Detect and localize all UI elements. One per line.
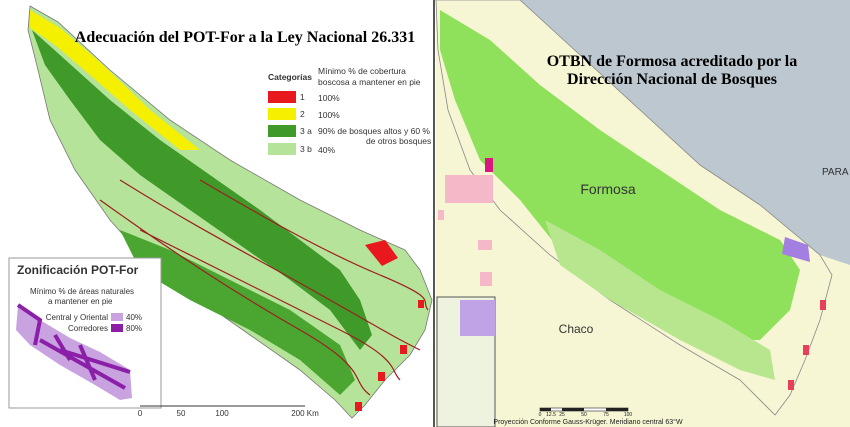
pink-patch bbox=[445, 175, 493, 203]
red-patch bbox=[803, 345, 809, 355]
legend-label: 1 bbox=[300, 92, 305, 102]
inset-text: 80% bbox=[126, 324, 142, 333]
yellow-strip bbox=[30, 10, 200, 150]
red-patch bbox=[365, 240, 398, 266]
scale-segment bbox=[562, 408, 584, 411]
legend-swatch bbox=[268, 108, 296, 120]
purple-zone bbox=[782, 237, 810, 262]
legend-text: 100% bbox=[318, 110, 340, 120]
legend: Categorías Mínimo % de cobertura boscosa… bbox=[268, 66, 431, 155]
pink-patch bbox=[438, 210, 444, 220]
inset-label: Corredores bbox=[68, 324, 108, 333]
dark-green-band-2 bbox=[120, 230, 355, 395]
map-title: Dirección Nacional de Bosques bbox=[567, 71, 777, 88]
inset-text: 40% bbox=[126, 313, 142, 322]
legend-text: 90% de bosques altos y 60 % bbox=[318, 126, 430, 136]
river bbox=[99, 199, 371, 396]
projection-note: Proyección Conforme Gauss-Krüger. Meridi… bbox=[493, 418, 683, 426]
neighbor-area bbox=[520, 0, 850, 265]
inset-corridors bbox=[16, 303, 131, 390]
forest-area bbox=[545, 220, 775, 380]
red-patch bbox=[418, 300, 424, 308]
inset-title: Zonificación POT-For bbox=[17, 263, 139, 277]
red-patch bbox=[355, 402, 362, 411]
scale-segment bbox=[606, 408, 628, 411]
legend-swatch bbox=[268, 125, 296, 137]
red-patch bbox=[400, 345, 407, 354]
scale-label: 50 bbox=[177, 409, 186, 418]
scale-label: 50 bbox=[581, 412, 587, 418]
inset-swatch bbox=[111, 324, 123, 332]
pink-patch bbox=[480, 272, 492, 286]
legend-swatch bbox=[268, 143, 296, 155]
legend-label: 3 b bbox=[300, 144, 312, 154]
forest-area bbox=[440, 10, 800, 340]
pink-patches bbox=[438, 175, 493, 286]
legend-subheading: Mínimo % de cobertura bbox=[318, 66, 406, 76]
inset: Zonificación POT-For Mínimo % de áreas n… bbox=[8, 257, 162, 409]
scale-label: 200 Km bbox=[291, 409, 319, 418]
legend-label: 2 bbox=[300, 109, 305, 119]
inset-swatch bbox=[111, 313, 123, 321]
dark-green-band bbox=[32, 30, 372, 350]
magenta-patch bbox=[485, 158, 493, 172]
scale-label: 75 bbox=[603, 412, 609, 418]
legend-swatch bbox=[268, 91, 296, 103]
scale-bar: 0 50 100 200 Km bbox=[138, 405, 319, 418]
inset-subheading: Mínimo % de áreas naturales bbox=[30, 287, 134, 296]
river bbox=[139, 229, 401, 381]
red-patch bbox=[788, 380, 794, 390]
place-label: PARA bbox=[822, 167, 849, 178]
scale-segment bbox=[540, 408, 551, 411]
scale-label: 100 bbox=[624, 412, 633, 418]
legend-heading: Categorías bbox=[268, 72, 312, 82]
map-title: Adecuación del POT-For a la Ley Nacional… bbox=[75, 29, 415, 46]
river bbox=[199, 179, 429, 311]
river bbox=[119, 179, 421, 351]
rivers bbox=[99, 179, 429, 396]
legend-text: 100% bbox=[318, 93, 340, 103]
red-patch bbox=[820, 300, 826, 310]
legend-subheading: boscosa a mantener en pie bbox=[318, 77, 421, 87]
red-edge-patches bbox=[788, 300, 826, 390]
scale-label: 0 bbox=[539, 412, 542, 418]
inset-subheading: a mantener en pie bbox=[48, 297, 113, 306]
inset-label: Central y Oriental bbox=[46, 313, 108, 322]
place-label: Chaco bbox=[559, 322, 594, 336]
red-patch bbox=[378, 372, 385, 381]
legend-label: 3 a bbox=[300, 126, 312, 136]
place-label: Formosa bbox=[580, 181, 635, 197]
map-title: OTBN de Formosa acreditado por la bbox=[547, 53, 798, 70]
scale-bar: 0 12.5 25 50 75 100 Proyección Conforme … bbox=[493, 407, 683, 426]
scale-label: 25 bbox=[559, 412, 565, 418]
scale-label: 100 bbox=[215, 409, 229, 418]
red-edge-patches bbox=[355, 300, 424, 411]
legend-text: de otros bosques bbox=[366, 136, 431, 146]
pink-patch bbox=[478, 240, 492, 250]
scale-label: 0 bbox=[138, 409, 143, 418]
purple-zone bbox=[460, 300, 495, 336]
legend-text: 40% bbox=[318, 145, 335, 155]
scale-label: 12.5 bbox=[546, 412, 556, 418]
